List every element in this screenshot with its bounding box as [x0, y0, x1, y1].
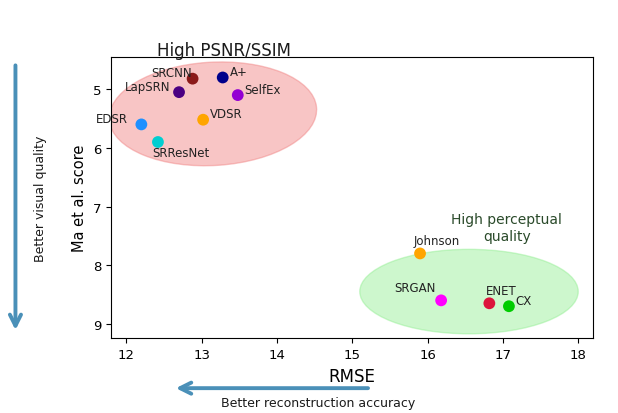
Text: ENET: ENET [486, 284, 516, 297]
Y-axis label: Ma et al. score: Ma et al. score [72, 145, 88, 252]
Text: SRGAN: SRGAN [394, 281, 436, 294]
Point [218, 75, 227, 82]
Text: VDSR: VDSR [210, 108, 242, 121]
Point [174, 90, 184, 96]
Point [137, 122, 146, 128]
Point [485, 300, 494, 307]
Text: A+: A+ [229, 66, 247, 79]
Text: SRCNN: SRCNN [151, 67, 192, 80]
Point [415, 251, 425, 257]
Text: High perceptual
quality: High perceptual quality [451, 213, 562, 243]
Text: EDSR: EDSR [96, 113, 128, 126]
Text: LapSRN: LapSRN [125, 81, 171, 94]
Text: Better reconstruction accuracy: Better reconstruction accuracy [221, 396, 415, 409]
Text: Better visual quality: Better visual quality [33, 135, 47, 261]
Text: Johnson: Johnson [414, 235, 460, 247]
Point [198, 117, 208, 124]
Point [436, 297, 446, 304]
Ellipse shape [360, 250, 578, 334]
Text: SRResNet: SRResNet [152, 147, 209, 160]
Point [504, 303, 514, 310]
X-axis label: RMSE: RMSE [329, 367, 376, 385]
Ellipse shape [109, 63, 316, 166]
Point [188, 76, 198, 83]
Text: SelfEx: SelfEx [245, 83, 281, 97]
Text: CX: CX [515, 294, 532, 307]
Point [233, 93, 243, 99]
Text: High PSNR/SSIM: High PSNR/SSIM [157, 42, 291, 59]
Point [153, 139, 163, 146]
